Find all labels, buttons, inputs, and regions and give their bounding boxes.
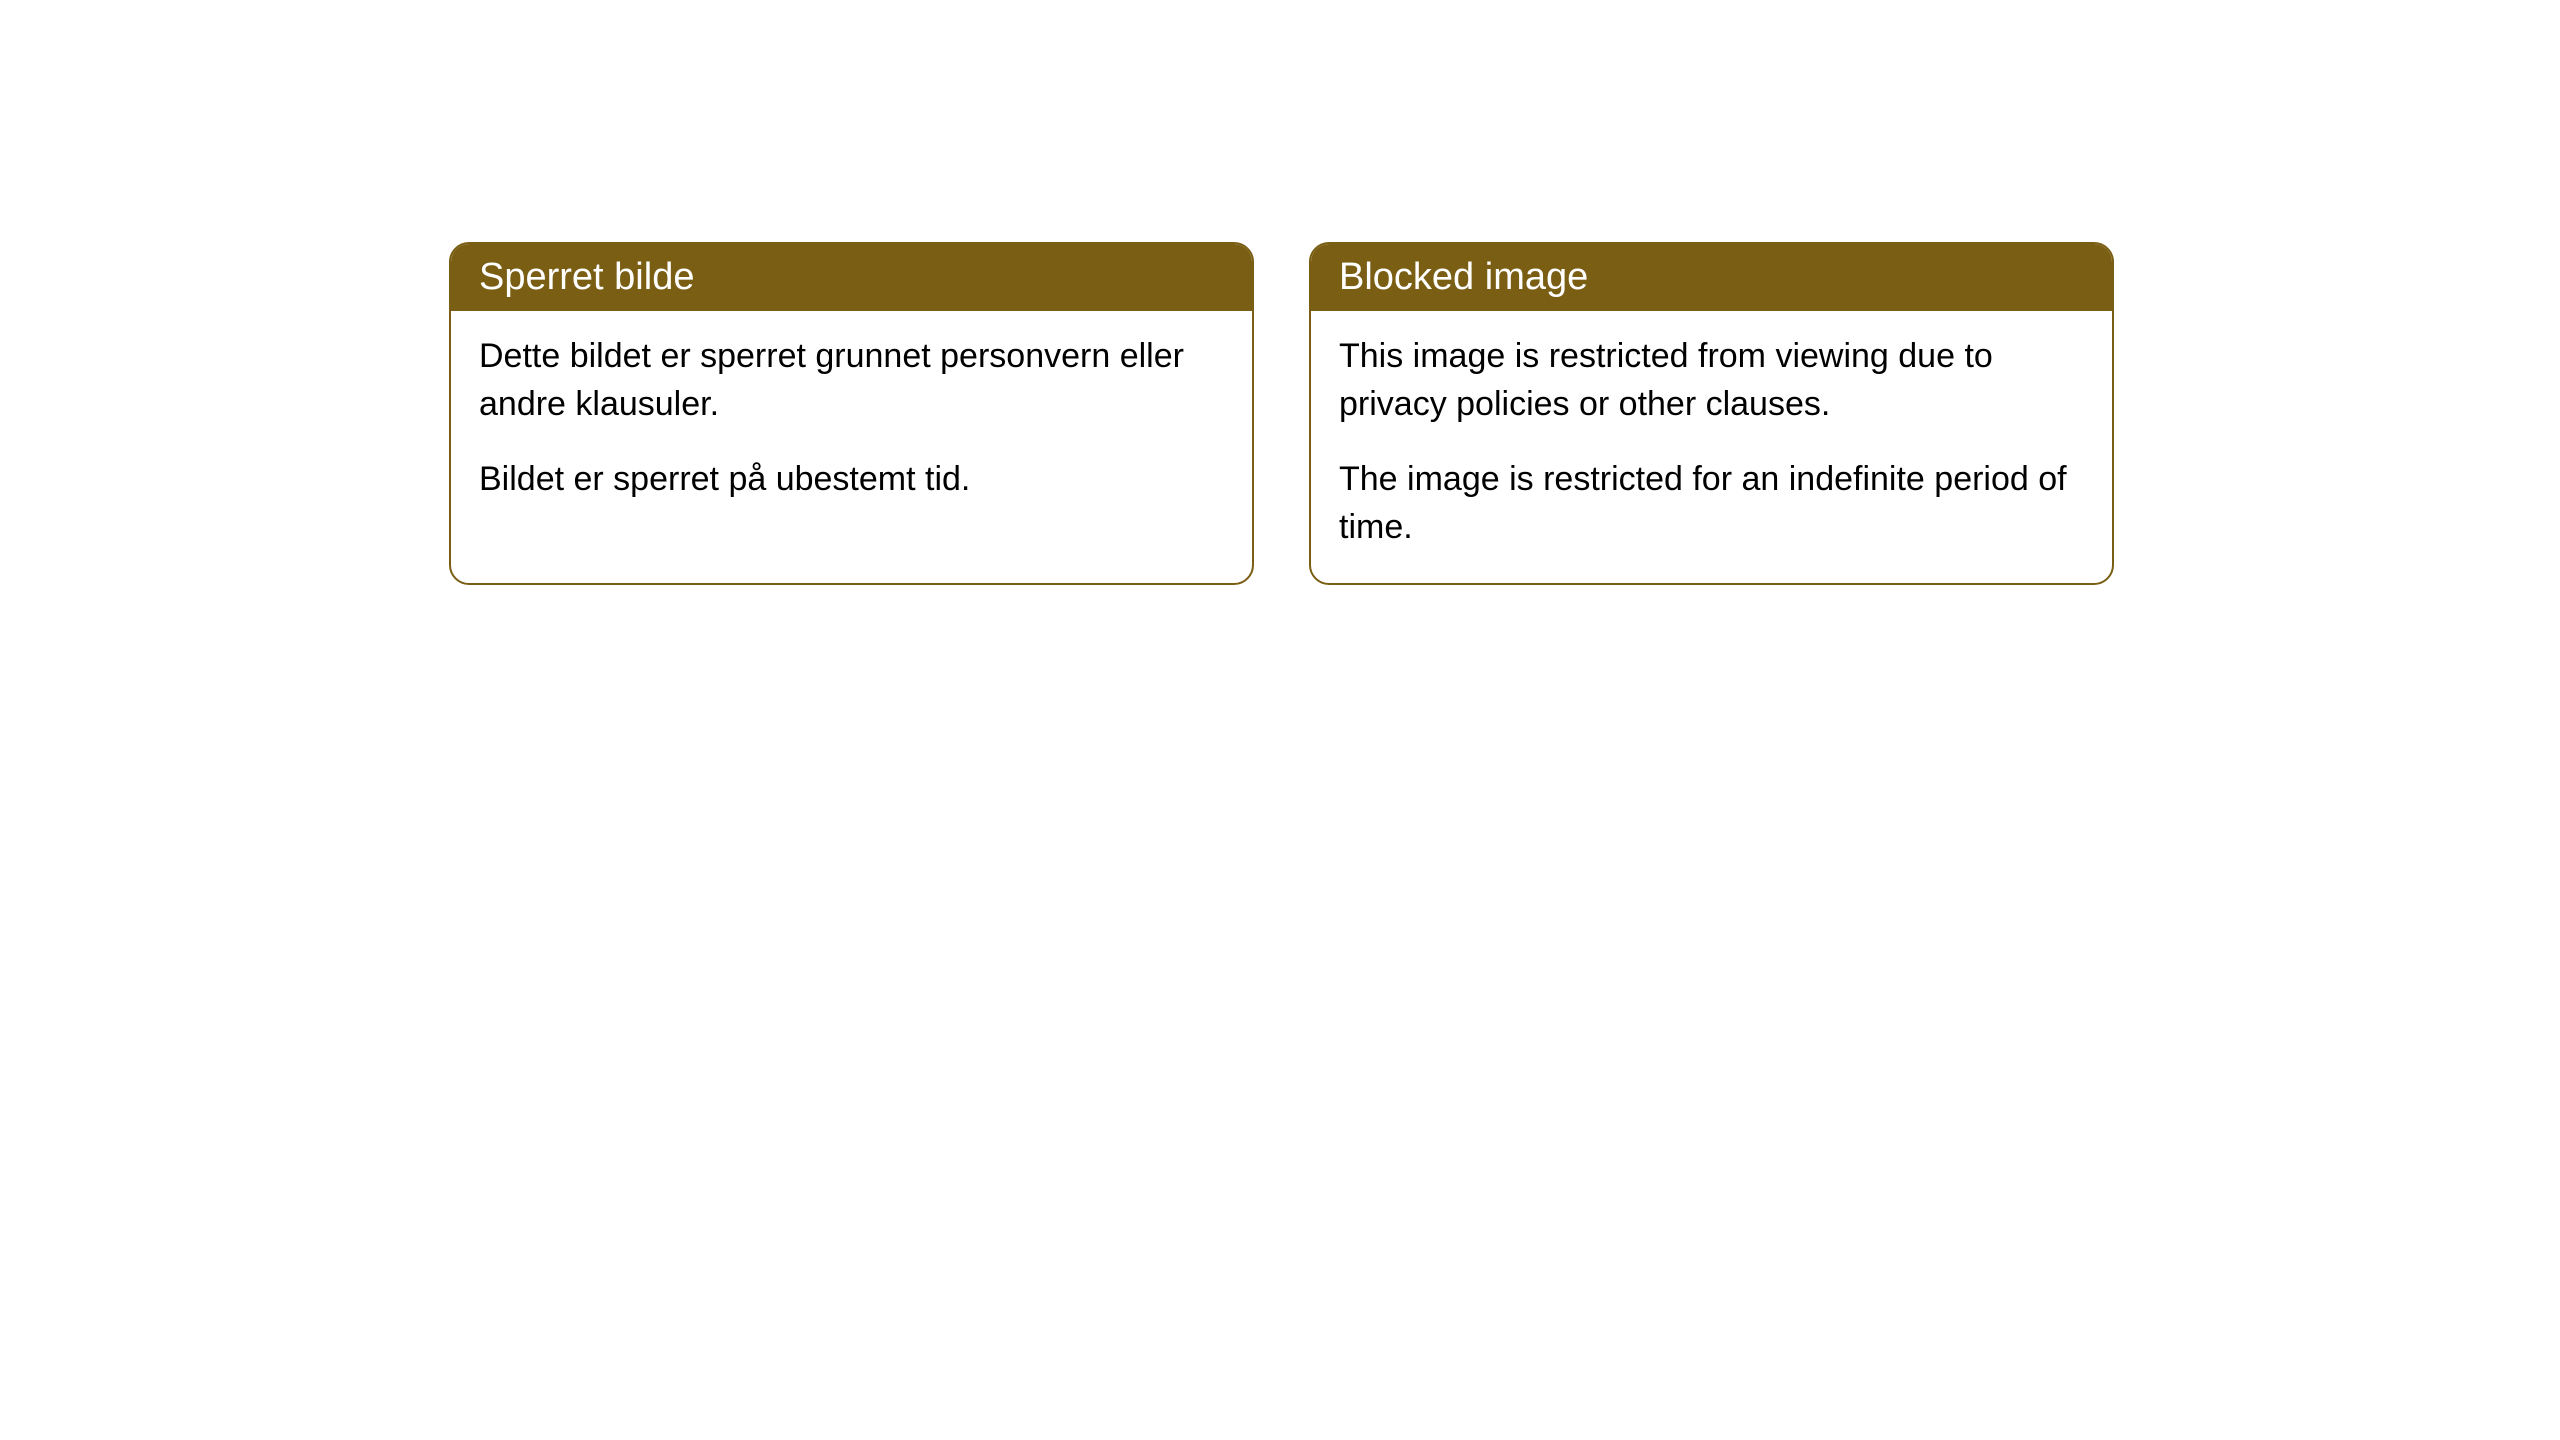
- card-paragraph-2: Bildet er sperret på ubestemt tid.: [479, 456, 1224, 504]
- card-paragraph-1: This image is restricted from viewing du…: [1339, 333, 2084, 428]
- blocked-image-card-english: Blocked image This image is restricted f…: [1309, 242, 2114, 585]
- blocked-image-cards-container: Sperret bilde Dette bildet er sperret gr…: [449, 242, 2114, 585]
- card-title: Sperret bilde: [479, 256, 694, 298]
- card-header-norwegian: Sperret bilde: [451, 244, 1252, 311]
- card-title: Blocked image: [1339, 256, 1588, 298]
- card-body-norwegian: Dette bildet er sperret grunnet personve…: [451, 311, 1252, 536]
- card-paragraph-2: The image is restricted for an indefinit…: [1339, 456, 2084, 551]
- card-header-english: Blocked image: [1311, 244, 2112, 311]
- blocked-image-card-norwegian: Sperret bilde Dette bildet er sperret gr…: [449, 242, 1254, 585]
- card-paragraph-1: Dette bildet er sperret grunnet personve…: [479, 333, 1224, 428]
- card-body-english: This image is restricted from viewing du…: [1311, 311, 2112, 583]
